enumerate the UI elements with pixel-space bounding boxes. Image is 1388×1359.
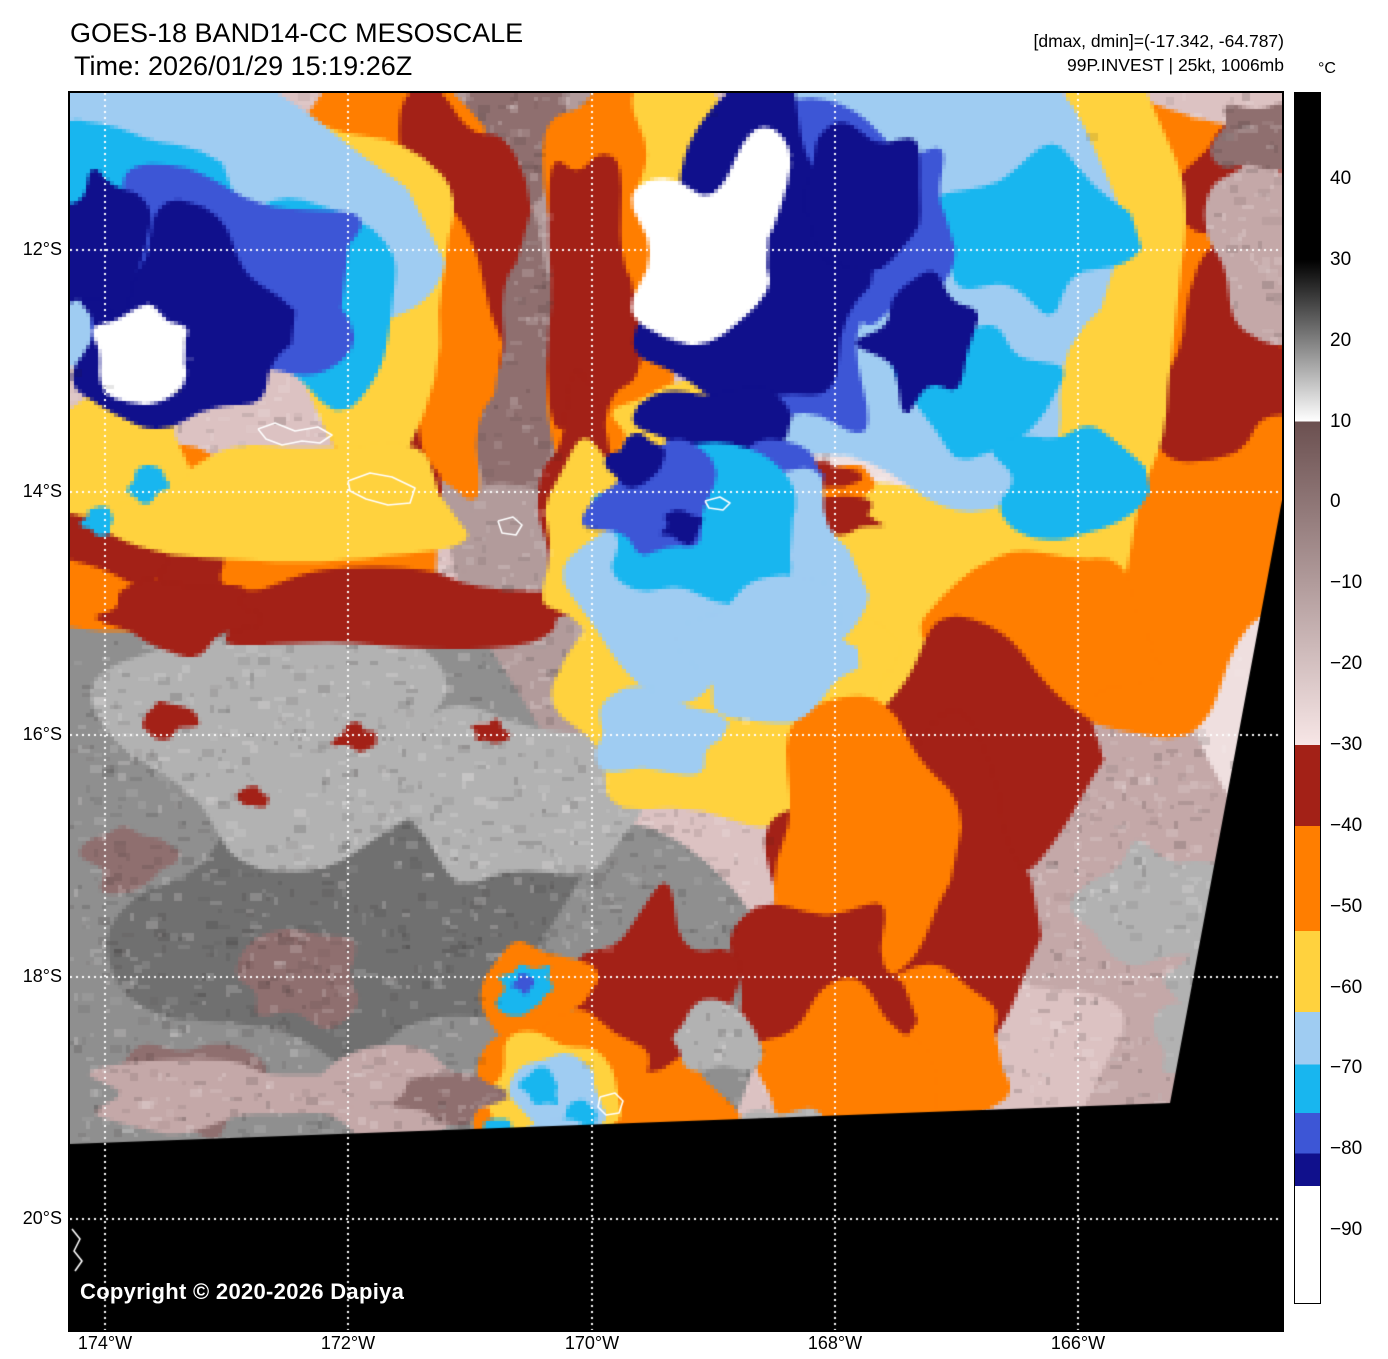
- lat-tick-label: 18°S: [22, 966, 62, 986]
- colorbar-tick-label: −30: [1330, 733, 1363, 755]
- dmax-dmin-annotation: [dmax, dmin]=(-17.342, -64.787): [1033, 31, 1284, 51]
- colorbar-tick-label: −50: [1330, 895, 1363, 917]
- map-frame: [68, 91, 1284, 1332]
- colorbar-tick-label: 20: [1330, 329, 1352, 351]
- lon-tick-label: 172°W: [320, 1333, 376, 1353]
- copyright-watermark: Copyright © 2020-2026 Dapiya: [80, 1279, 405, 1304]
- colorbar: [1294, 91, 1321, 1304]
- lon-tick-label: 170°W: [564, 1333, 620, 1353]
- colorbar-tick-label: 10: [1330, 410, 1352, 432]
- storm-info-annotation: 99P.INVEST | 25kt, 1006mb: [1067, 55, 1284, 75]
- timestamp-line: Time: 2026/01/29 15:19:26Z: [74, 51, 413, 81]
- colorbar-tick-label: −20: [1330, 653, 1363, 675]
- colorbar-tick-label: −60: [1330, 976, 1363, 998]
- colorbar-tick-label: 0: [1330, 491, 1341, 513]
- lon-tick-label: 168°W: [807, 1333, 863, 1353]
- colorbar-tick-label: −90: [1330, 1219, 1363, 1241]
- lon-tick-label: 174°W: [77, 1333, 133, 1353]
- colorbar-tick-label: −40: [1330, 814, 1363, 836]
- colorbar-tick-label: −10: [1330, 572, 1363, 594]
- colorbar-tick-label: −80: [1330, 1138, 1363, 1160]
- lat-tick-label: 12°S: [22, 239, 62, 259]
- lat-tick-label: 14°S: [22, 481, 62, 501]
- colorbar-tick-label: −70: [1330, 1057, 1363, 1079]
- colorbar-tick-label: 40: [1330, 168, 1352, 189]
- page-title: GOES-18 BAND14-CC MESOSCALE: [70, 18, 524, 48]
- lat-tick-label: 16°S: [22, 724, 62, 744]
- lon-tick-label: 166°W: [1050, 1333, 1106, 1353]
- satellite-map-canvas: [70, 93, 1282, 1330]
- colorbar-unit-label: °C: [1318, 60, 1336, 77]
- colorbar-tick-label: 30: [1330, 248, 1352, 270]
- lat-tick-label: 20°S: [22, 1208, 62, 1228]
